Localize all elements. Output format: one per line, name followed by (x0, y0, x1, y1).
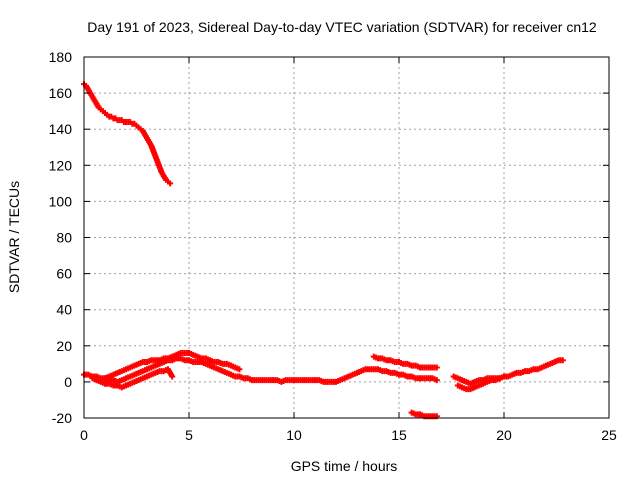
y-tick-label: 100 (49, 193, 73, 209)
data-points (81, 81, 566, 420)
data-point-evening-upper (433, 364, 440, 371)
y-axis-label: SDTVAR / TECUs (6, 181, 22, 293)
chart-title: Day 191 of 2023, Sidereal Day-to-day VTE… (87, 19, 597, 35)
data-point-upper-band (236, 366, 243, 373)
data-point-night-lower (496, 375, 503, 382)
y-tick-label: 120 (49, 157, 73, 173)
y-tick-label: 180 (49, 49, 73, 65)
x-tick-label: 15 (391, 427, 407, 443)
y-tick-label: -20 (52, 410, 72, 426)
x-axis-label: GPS time / hours (291, 458, 398, 474)
x-tick-label: 20 (496, 427, 512, 443)
x-tick-label: 25 (601, 427, 617, 443)
data-point-high-arc (167, 180, 174, 187)
y-tick-label: 40 (56, 302, 72, 318)
x-tick-label: 5 (185, 427, 193, 443)
y-tick-label: 80 (56, 230, 72, 246)
data-point-lower-band (169, 373, 176, 380)
y-tick-label: 60 (56, 266, 72, 282)
y-tick-label: 0 (64, 374, 72, 390)
y-tick-label: 140 (49, 121, 73, 137)
axis-ticks: 0 5 10 15 20 25 -20 0 20 40 60 80 100 120 140 160 180 (49, 49, 617, 443)
data-point-low-band (433, 377, 440, 384)
x-tick-label: 0 (80, 427, 88, 443)
data-point-night-band (559, 357, 566, 364)
y-tick-label: 20 (56, 338, 72, 354)
y-tick-label: 160 (49, 85, 73, 101)
x-tick-label: 10 (286, 427, 302, 443)
